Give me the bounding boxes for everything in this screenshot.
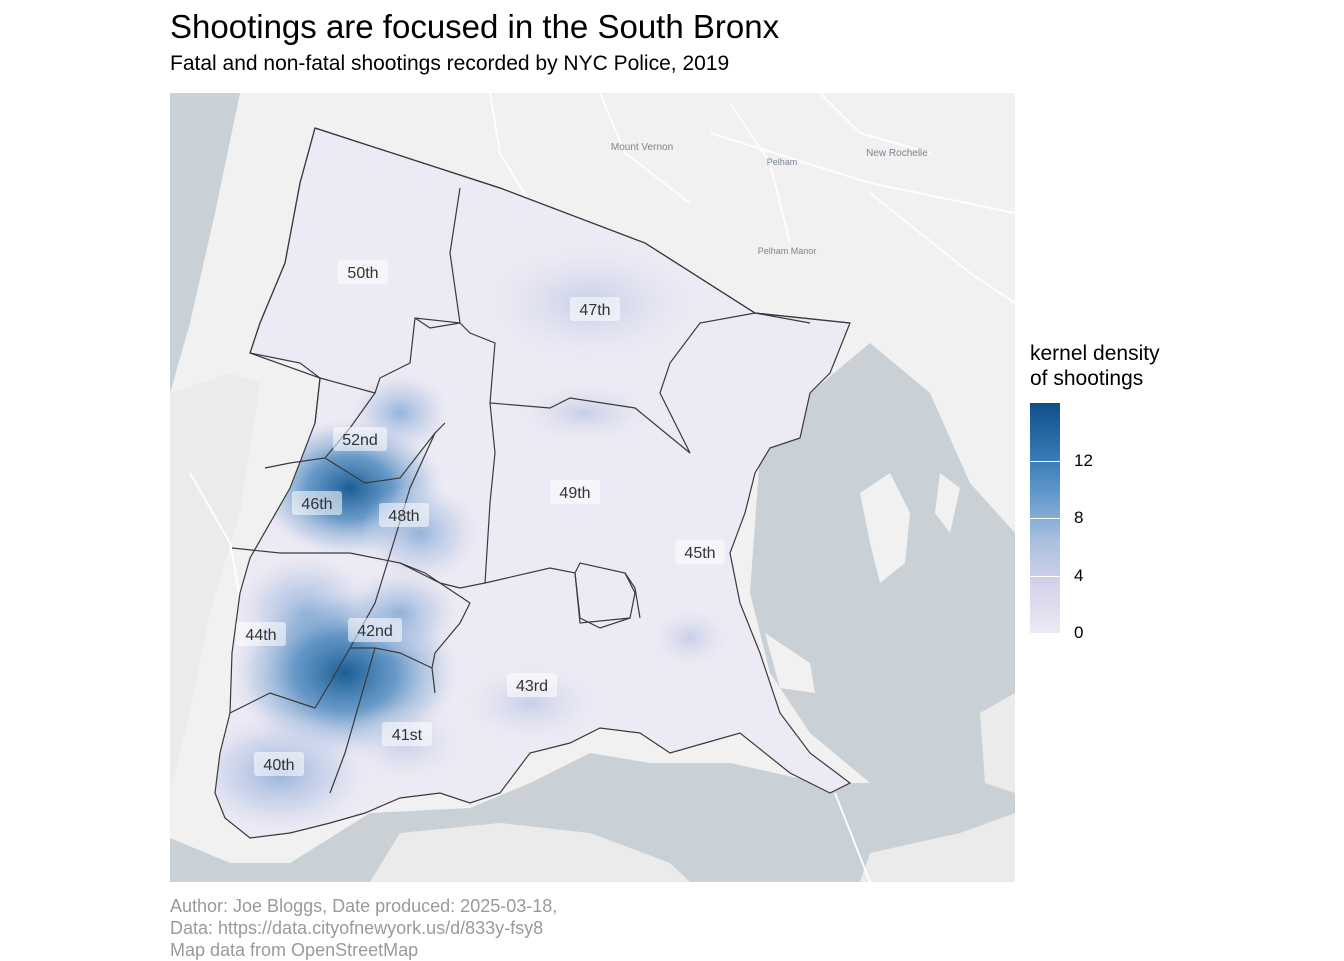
precinct-label-50th: 50th — [347, 265, 378, 282]
caption-line1: Author: Joe Bloggs, Date produced: 2025-… — [170, 896, 558, 916]
caption: Author: Joe Bloggs, Date produced: 2025-… — [170, 895, 557, 961]
legend-tick-mark — [1030, 460, 1060, 462]
precinct-label-45th: 45th — [684, 545, 715, 562]
precinct-label-47th: 47th — [579, 302, 610, 319]
queens-east-land — [860, 813, 1015, 882]
precinct-label-46th: 46th — [301, 496, 332, 513]
borough-outline — [214, 127, 852, 839]
legend-tick-label: 12 — [1074, 450, 1093, 470]
precinct-label-43rd: 43rd — [516, 678, 548, 695]
precinct-label-48th: 48th — [388, 508, 419, 525]
legend-title: kernel density of shootings — [1030, 341, 1160, 391]
precinct-label-41st: 41st — [392, 727, 423, 744]
place-label-new-rochelle: New Rochelle — [866, 148, 928, 159]
precinct-label-40th: 40th — [263, 757, 294, 774]
density-blob — [460, 663, 600, 743]
place-label-mount-vernon: Mount Vernon — [611, 142, 673, 153]
precinct-label-42nd: 42nd — [357, 623, 393, 640]
hudson-river — [170, 93, 240, 393]
queens-land — [370, 823, 690, 882]
precinct-label-49th: 49th — [559, 485, 590, 502]
legend-title-line2: of shootings — [1030, 367, 1144, 390]
sound-water — [170, 343, 1015, 882]
throgs-neck-land — [765, 633, 815, 693]
density-blob — [650, 608, 730, 668]
legend-tick-label: 8 — [1074, 508, 1084, 527]
legend-tick-mark — [1030, 518, 1060, 519]
map-svg: Mount Vernon Pelham New Rochelle Pelham … — [170, 93, 1015, 882]
queens-far-land — [980, 693, 1015, 793]
city-island — [860, 473, 910, 583]
place-label-pelham-manor: Pelham Manor — [758, 246, 817, 256]
legend-tick-label: 4 — [1074, 565, 1084, 585]
place-label-pelham: Pelham — [767, 157, 798, 167]
precinct-label-52nd: 52nd — [342, 432, 378, 449]
density-blob — [515, 383, 655, 443]
legend-title-line1: kernel density — [1030, 342, 1160, 365]
map-panel: Mount Vernon Pelham New Rochelle Pelham … — [170, 93, 1015, 882]
chart-subtitle: Fatal and non-fatal shootings recorded b… — [170, 52, 730, 75]
legend-tick-mark — [1030, 575, 1060, 577]
precinct-label-44th: 44th — [245, 627, 276, 644]
caption-line2: Data: https://data.cityofnewyork.us/d/83… — [170, 918, 544, 938]
precinct-labels: 50th 47th 52nd 46th 48th 49th 45th 44th … — [236, 260, 725, 776]
chart-title: Shootings are focused in the South Bronx — [170, 8, 780, 45]
density-blob — [360, 483, 480, 583]
legend-tick-label: 0 — [1074, 623, 1084, 642]
hart-island — [935, 473, 960, 533]
caption-line3: Map data from OpenStreetMap — [170, 940, 419, 960]
